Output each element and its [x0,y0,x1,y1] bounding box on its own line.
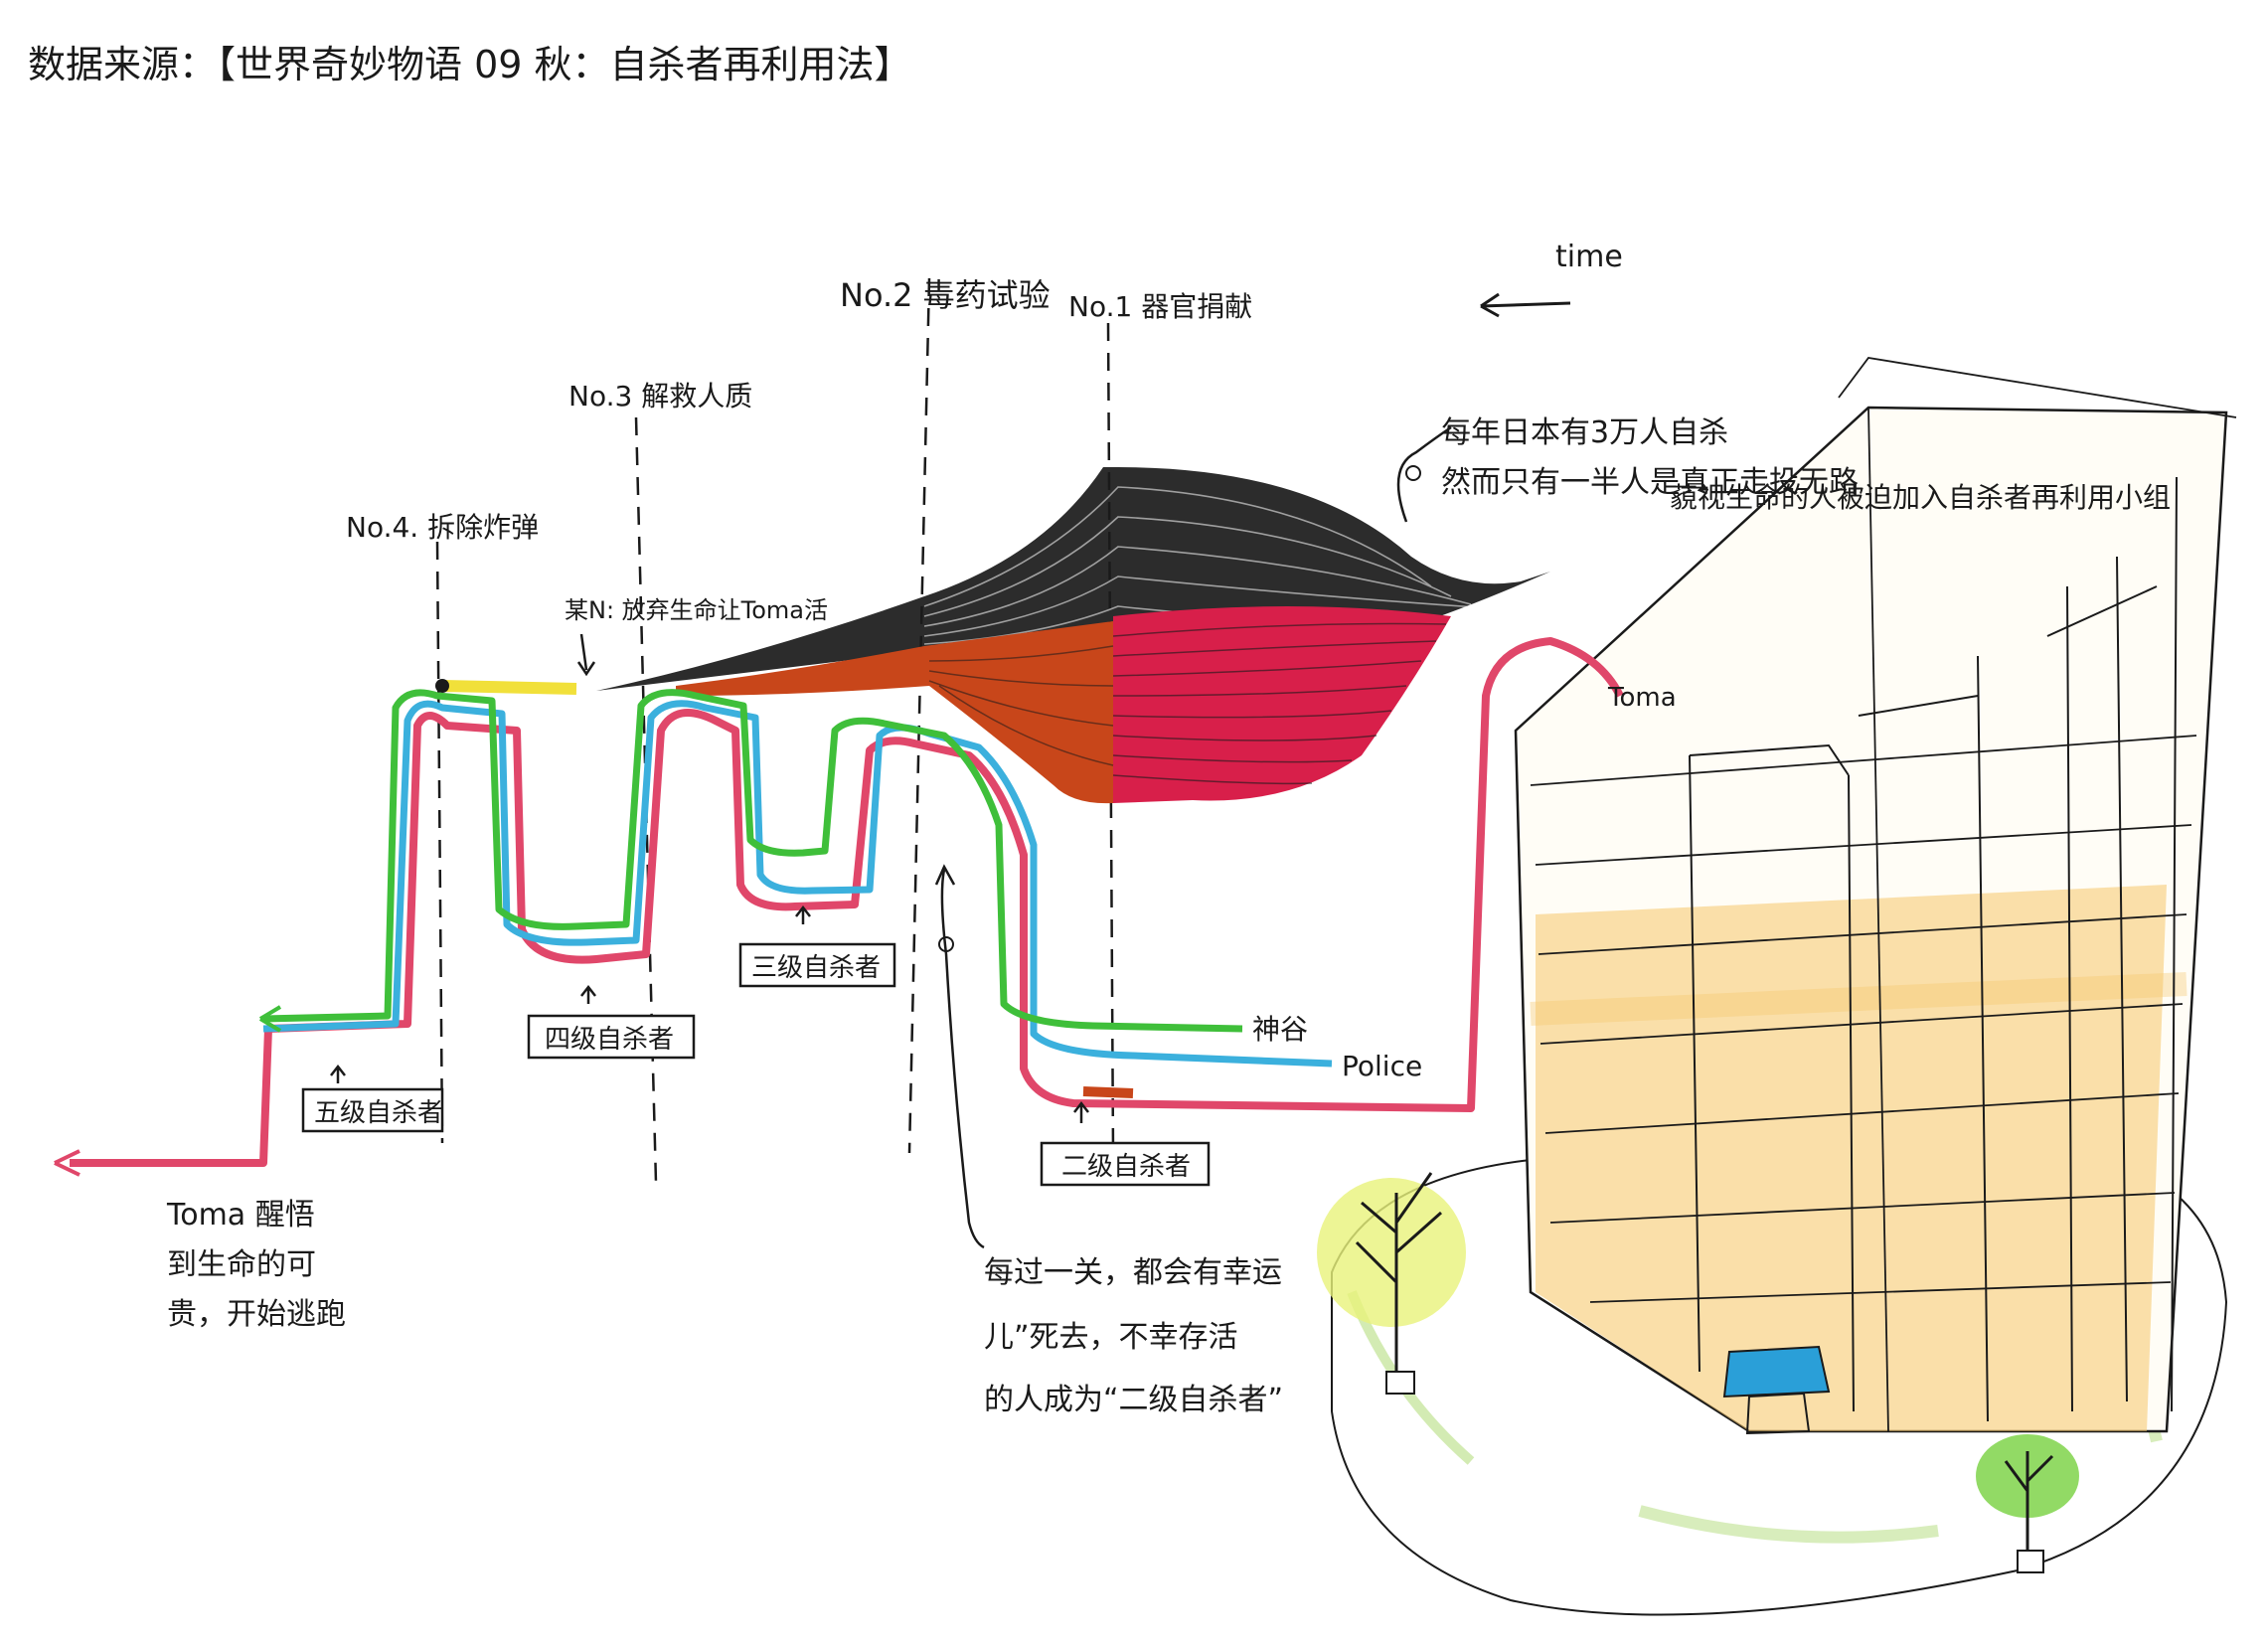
level5-box: 五级自杀者 [301,1064,444,1133]
level2-box: 二级自杀者 [1040,1100,1211,1187]
tree-left [1317,1172,1466,1395]
time-indicator: time [1480,240,1623,318]
toma-awake-line-2: 到生命的可 [167,1247,316,1282]
intro-note: 每年日本有3万人自杀 然而只有一半人是真正走投无路 藐视生命的人被迫加入自杀者再… [1396,415,2171,523]
time-label: time [1555,240,1623,274]
toma-awake-line-3: 贵，开始逃跑 [167,1297,346,1332]
toma-awake-note: Toma 醒悟 到生命的可 贵，开始逃跑 [166,1198,346,1332]
time-arrow-icon [1480,292,1571,318]
source-line: 数据来源：【世界奇妙物语 09 秋：自杀者再利用法】 [28,43,912,86]
after-each-note: 每过一关，都会有幸运 儿”死去，不幸存活 的人成为“二级自杀者” [934,864,1283,1417]
intro-line-1: 每年日本有3万人自杀 [1441,415,1728,450]
label-police: Police [1342,1050,1422,1082]
orange-group-bundle [676,621,1114,804]
toma-line [70,637,1624,1167]
after-each-line-1: 每过一关，都会有幸运 [984,1255,1282,1290]
entrance-awning [1722,1345,1831,1398]
toma-exit-arrow-icon [54,1149,81,1177]
red-group-bundle [1112,606,1451,803]
level2-label: 二级自杀者 [1061,1152,1191,1182]
toma-awake-line-1: Toma 醒悟 [166,1198,315,1233]
stage-label-no1: No.1 器官捐献 [1068,290,1252,323]
label-kamiya: 神谷 [1252,1013,1308,1046]
toma-give-up-note: 某N: 放弃生命让Toma活 [565,596,828,677]
svg-text:某N: 放弃生命让Toma活: 某N: 放弃生命让Toma活 [565,596,828,624]
building-illustration [1317,357,2237,1616]
tree-right [1976,1434,2079,1573]
kamiya-line [262,689,1243,1033]
stage-label-no4: No.4. 拆除炸弹 [346,511,539,544]
level5-label: 五级自杀者 [314,1098,443,1128]
after-each-line-2: 儿”死去，不幸存活 [984,1320,1238,1355]
level3-box: 三级自杀者 [738,905,896,988]
intro-line-3: 藐视生命的人被迫加入自杀者再利用小组 [1670,481,2171,514]
stage-label-no2: No.2 毒药试验 [840,276,1051,314]
level4-label: 四级自杀者 [545,1025,674,1055]
stage-label-no3: No.3 解救人质 [568,380,752,412]
kamiya-exit-arrow-icon [258,1005,282,1033]
police-line [262,700,1333,1068]
toma-yellow-segment [441,680,577,695]
label-toma: Toma [1607,683,1677,713]
after-each-line-3: 的人成为“二级自杀者” [984,1383,1283,1417]
level3-label: 三级自杀者 [751,953,881,983]
level4-box: 四级自杀者 [527,984,696,1060]
intro-line-2: 然而只有一半人是真正走投无路 [1441,465,1859,500]
